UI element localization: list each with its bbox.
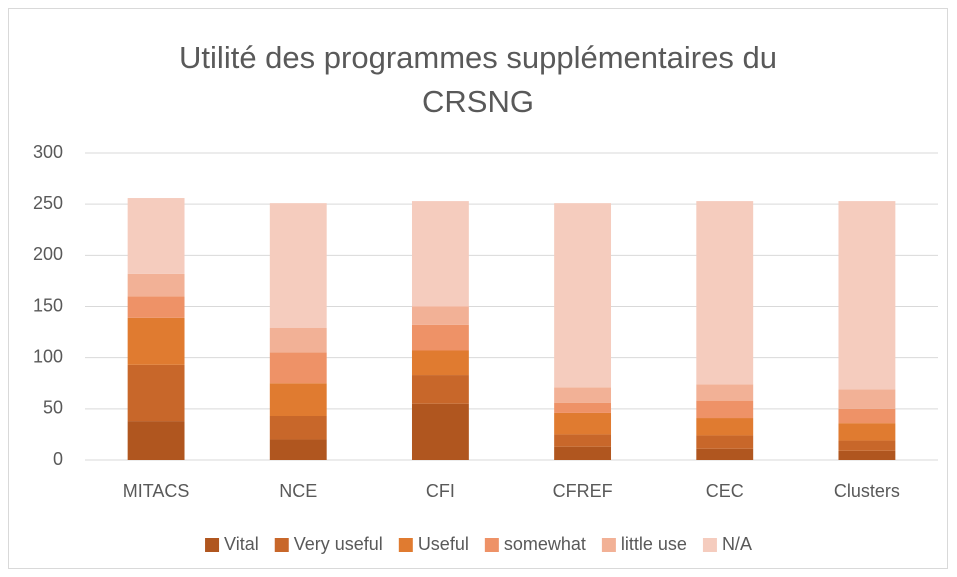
bar-segment bbox=[838, 423, 896, 441]
bar-segment bbox=[411, 306, 469, 325]
y-tick-label: 0 bbox=[53, 449, 63, 469]
bar-segment bbox=[127, 421, 185, 460]
bar-segment bbox=[554, 203, 612, 388]
bar-segment bbox=[269, 439, 327, 460]
y-tick-label: 300 bbox=[33, 142, 63, 162]
bar-segment bbox=[838, 201, 896, 390]
x-tick-label: MITACS bbox=[123, 481, 190, 501]
bar-segment bbox=[411, 375, 469, 404]
x-tick-label: CFI bbox=[426, 481, 455, 501]
bar-segment bbox=[838, 440, 896, 451]
legend-swatch bbox=[274, 538, 289, 552]
bar-segment bbox=[411, 324, 469, 351]
legend-swatch bbox=[398, 538, 413, 552]
bar-segment bbox=[269, 327, 327, 353]
x-tick-label: CFREF bbox=[553, 481, 613, 501]
legend-swatch bbox=[484, 538, 499, 552]
bar-segment bbox=[696, 201, 754, 385]
x-tick-label: NCE bbox=[279, 481, 317, 501]
x-tick-label: CEC bbox=[706, 481, 744, 501]
y-tick-label: 100 bbox=[33, 346, 63, 366]
legend-swatch bbox=[702, 538, 717, 552]
y-tick-label: 200 bbox=[33, 244, 63, 264]
bar-segment bbox=[127, 273, 185, 297]
bar-segment bbox=[838, 408, 896, 424]
chart-border bbox=[8, 8, 948, 569]
bar-segment bbox=[838, 450, 896, 460]
bar-segment bbox=[554, 446, 612, 460]
legend-label: Useful bbox=[418, 534, 469, 554]
bar-segment bbox=[696, 400, 754, 419]
bar-segment bbox=[411, 201, 469, 307]
bar-segment bbox=[127, 317, 185, 365]
legend-label: N/A bbox=[722, 534, 752, 554]
bar-segment bbox=[696, 448, 754, 460]
legend-swatch bbox=[601, 538, 616, 552]
bar-segment bbox=[269, 415, 327, 440]
bar-segment bbox=[269, 203, 327, 328]
bar-segment bbox=[554, 402, 612, 413]
bar-segment bbox=[838, 389, 896, 409]
bar-segment bbox=[696, 418, 754, 436]
bar-segment bbox=[696, 435, 754, 449]
bar-segment bbox=[411, 403, 469, 460]
y-tick-label: 150 bbox=[33, 295, 63, 315]
bar-segment bbox=[411, 350, 469, 376]
bar-segment bbox=[554, 412, 612, 435]
legend-label: Vital bbox=[224, 534, 259, 554]
chart-title: Utilité des programmes supplémentaires d… bbox=[179, 40, 777, 119]
bar-segment bbox=[127, 198, 185, 274]
y-tick-label: 250 bbox=[33, 193, 63, 213]
legend-label: little use bbox=[621, 534, 687, 554]
legend-label: Very useful bbox=[294, 534, 383, 554]
bar-segment bbox=[554, 387, 612, 403]
bar-segment bbox=[127, 296, 185, 318]
y-tick-label: 50 bbox=[43, 398, 63, 418]
bar-segment bbox=[127, 364, 185, 422]
x-tick-label: Clusters bbox=[834, 481, 900, 501]
bar-segment bbox=[269, 352, 327, 384]
bar-segment bbox=[554, 434, 612, 447]
legend-swatch bbox=[205, 538, 220, 552]
bar-segment bbox=[696, 384, 754, 401]
bar-segment bbox=[269, 383, 327, 416]
legend-label: somewhat bbox=[504, 534, 586, 554]
